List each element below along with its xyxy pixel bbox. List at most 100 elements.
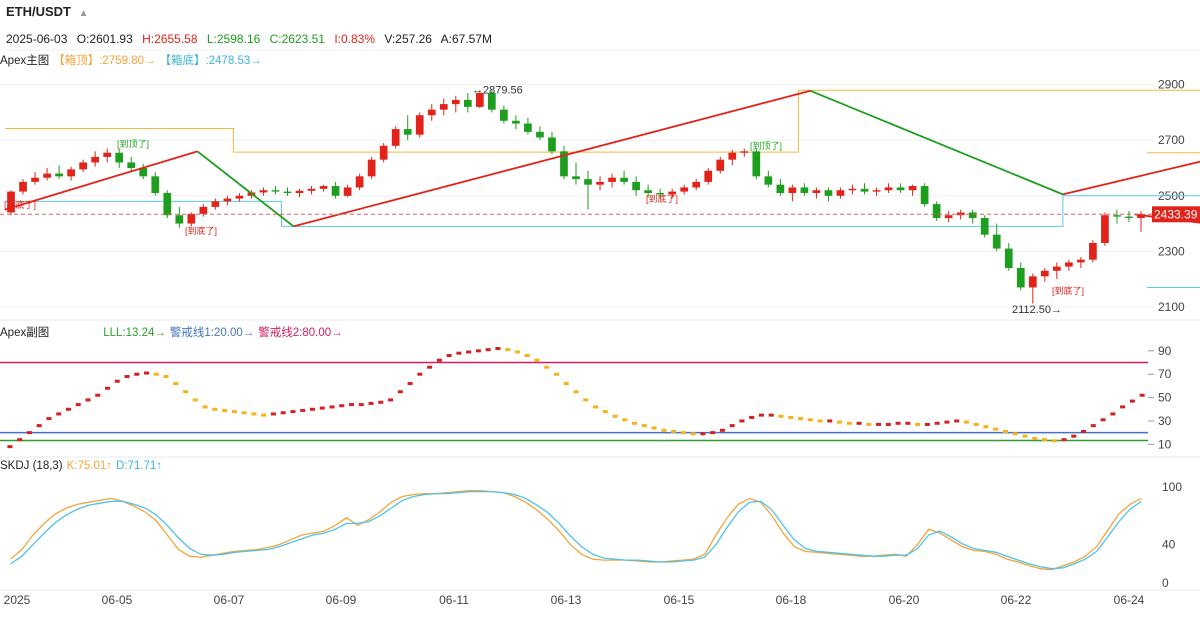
candle-body (1016, 268, 1025, 288)
sub-indicator-dot (739, 419, 745, 423)
symbol-title[interactable]: ETH/USDT ▲ (6, 4, 89, 19)
sub-ytick-label: 90 (1158, 344, 1172, 358)
bottom-signal-label: [到底了] (646, 193, 678, 204)
candle-body (463, 99, 472, 107)
candle-body (427, 109, 436, 116)
main-ytick-label: 2300 (1158, 244, 1185, 258)
sub-indicator-dot (495, 347, 501, 351)
sub-panel-name: Apex副图 (0, 327, 50, 339)
candle-body (824, 190, 833, 196)
sub-indicator-dot (905, 421, 911, 425)
candle-body (1077, 259, 1085, 263)
sub-ytick-label: 30 (1158, 414, 1172, 428)
candle-body (812, 190, 821, 193)
sub-indicator-dot (466, 350, 472, 354)
candle-body (752, 151, 761, 177)
sub-indicator-dot (651, 426, 657, 430)
sub-indicator-dot (56, 412, 62, 416)
candle-body (992, 234, 1001, 249)
candle-body (439, 104, 448, 110)
candle-body (944, 215, 953, 218)
sub-indicator-dot (36, 424, 42, 428)
sub-indicator-dot (680, 431, 686, 435)
candle-body (980, 218, 989, 235)
d-line (10, 490, 1142, 570)
sub-indicator-dot (514, 350, 520, 354)
candle-body (524, 123, 532, 132)
main-ytick-label: 2700 (1158, 133, 1185, 147)
skdj-panel-legend: SKDJ (18,3) K:75.01↑ D:71.71↑ (0, 460, 166, 472)
sub-ytick-label: 10 (1158, 437, 1172, 451)
x-tick-label: 06-15 (664, 593, 695, 607)
sub-indicator-dot (885, 422, 891, 426)
candle-body (175, 215, 184, 224)
x-tick-label: 06-11 (439, 593, 469, 607)
main-panel-legend: Apex主图 【箱顶】:2759.80→ 【箱底】:2478.53→ (0, 52, 266, 68)
sub-indicator-dot (231, 410, 237, 414)
sub-indicator-dot (524, 354, 530, 358)
box-bottom-line (5, 195, 1200, 288)
bottom-signal-label: [到底了] (1052, 285, 1084, 296)
candle-body (7, 191, 15, 213)
candle-body (740, 151, 749, 153)
candle-body (1137, 214, 1145, 218)
candle-body (259, 190, 268, 193)
sub-indicator-dot (319, 406, 325, 410)
candle-body (223, 198, 232, 202)
candle-body (788, 187, 797, 193)
sub-indicator-dot (368, 401, 374, 405)
sub-indicator-dot (915, 422, 921, 426)
trend-zigzag-line (810, 89, 1064, 196)
readout-open: O:2601.93 (76, 32, 133, 46)
candle-body (860, 188, 869, 192)
sub-indicator-dot (973, 422, 979, 426)
candle-body (163, 193, 172, 216)
sub-indicator-dot (1071, 434, 1077, 438)
candle-body (307, 188, 316, 191)
sub-indicator-dot (417, 372, 423, 376)
sub-indicator-dot (778, 414, 784, 418)
candle-body (488, 93, 496, 110)
sub-indicator-dot (544, 365, 550, 369)
candle-body (355, 176, 364, 188)
candle-body (1065, 262, 1073, 267)
sub-indicator-dot (85, 398, 91, 402)
symbol-dropdown-icon[interactable]: ▲ (78, 8, 89, 19)
sub-indicator-dot (817, 419, 823, 423)
sub-indicator-dot (212, 407, 218, 411)
sub-indicator-dot (583, 398, 589, 402)
sub-indicator-dot (993, 427, 999, 431)
sub-indicator-dot (436, 358, 442, 362)
candle-body (704, 170, 713, 182)
sub-indicator-dot (1100, 418, 1106, 422)
trend-zigzag-line (1062, 160, 1200, 196)
sub-indicator-dot (251, 412, 257, 416)
sub-indicator-dot (846, 421, 852, 425)
sub-indicator-dot (446, 354, 452, 358)
low-annotation: 2112.50→ (1012, 304, 1062, 316)
candle-body (211, 201, 220, 207)
x-tick-label: 2025 (4, 593, 31, 607)
sub-panel-legend: Apex副图 LLL:13.24→ 警戒线1:20.00→ 警戒线2:80.00→ (0, 324, 347, 340)
sub-indicator-dot (856, 421, 862, 425)
candle-body (187, 213, 196, 224)
sub-indicator-dot (309, 407, 315, 411)
skdj-ytick-label: 100 (1162, 480, 1182, 494)
candle-body (872, 190, 881, 192)
candle-body (572, 176, 580, 180)
x-tick-label: 06-22 (1001, 593, 1032, 607)
ohlc-readout: 2025-06-03 O:2601.93 H:2655.58 L:2598.16… (6, 32, 498, 46)
candle-body (127, 162, 136, 168)
candle-body (548, 137, 556, 152)
sub-indicator-dot (876, 422, 882, 426)
sub-indicator-dot (475, 349, 481, 353)
sub-indicator-dot (222, 408, 228, 412)
candle-body (1113, 215, 1121, 217)
sub-indicator-dot (456, 351, 462, 355)
sub-indicator-dot (300, 408, 306, 412)
sub-indicator-dot (153, 372, 159, 376)
sub-indicator-dot (1012, 432, 1018, 436)
warn2-legend: 警戒线2:80.00→ (258, 327, 343, 339)
lll-legend: LLL:13.24→ (103, 327, 166, 339)
